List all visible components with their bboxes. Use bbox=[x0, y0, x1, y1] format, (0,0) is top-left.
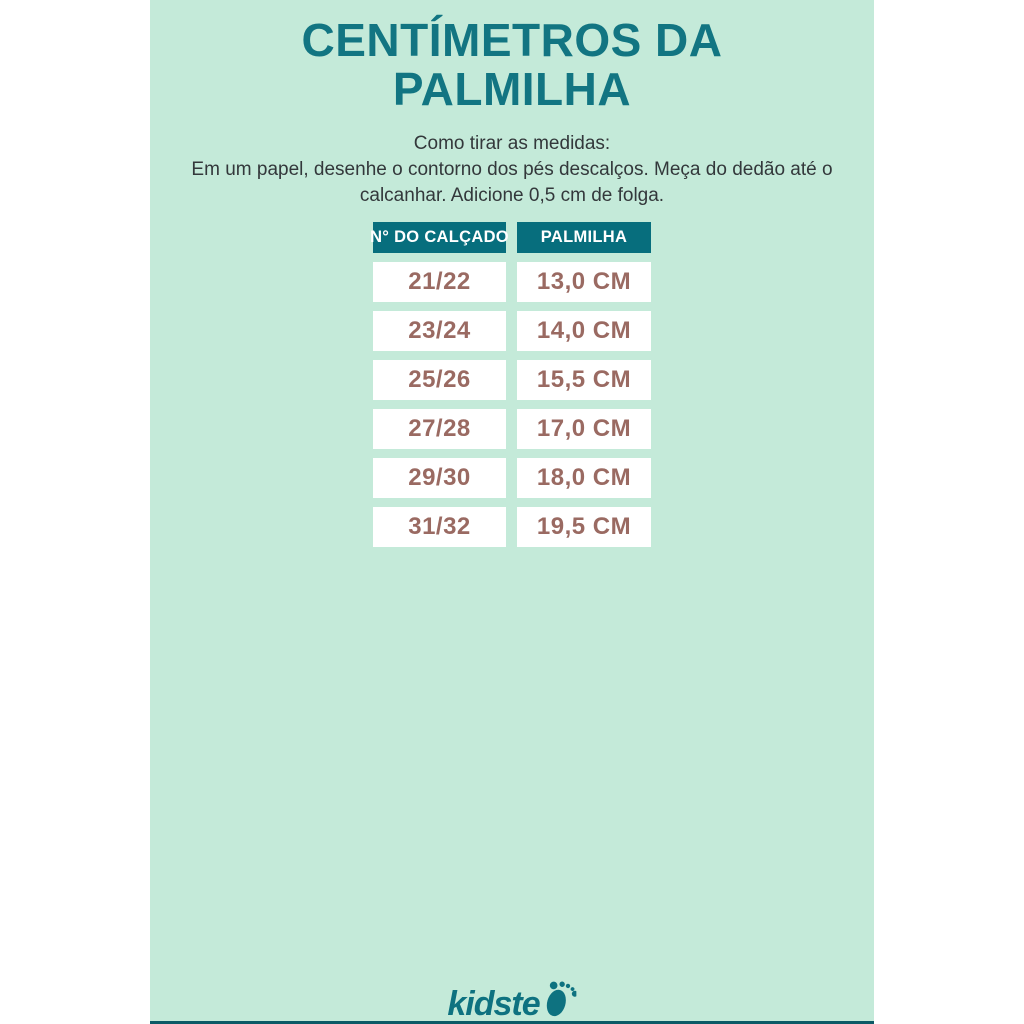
shoe-size-cell: 21/22 bbox=[373, 262, 506, 302]
size-table: N° DO CALÇADO PALMILHA 21/22 13,0 CM 23/… bbox=[370, 222, 651, 547]
instructions-line2: calcanhar. Adicione 0,5 cm de folga. bbox=[359, 185, 665, 207]
brand-logo: kidste Produtos Infantis bbox=[447, 979, 579, 1024]
shoe-size-cell: 31/32 bbox=[373, 507, 506, 547]
shoe-size-cell: 27/28 bbox=[373, 409, 506, 449]
instructions-block: Como tirar as medidas: Em um papel, dese… bbox=[157, 131, 867, 210]
insole-cell: 19,5 CM bbox=[517, 507, 651, 547]
insole-cell: 17,0 CM bbox=[517, 409, 651, 449]
insole-cell: 18,0 CM bbox=[517, 458, 651, 498]
shoe-size-cell: 25/26 bbox=[373, 360, 506, 400]
page-title-line1: CENTÍMETROS DA bbox=[301, 14, 723, 66]
insole-cell: 13,0 CM bbox=[517, 262, 651, 302]
mint-panel: CENTÍMETROS DA PALMILHA Como tirar as me… bbox=[150, 0, 874, 1024]
page-title-line2: PALMILHA bbox=[392, 62, 632, 115]
shoe-size-cell: 29/30 bbox=[373, 458, 506, 498]
footprint-icon bbox=[541, 979, 579, 1023]
instructions-line1: Em um papel, desenhe o contorno dos pés … bbox=[191, 159, 833, 181]
brand-name: kidste bbox=[447, 985, 540, 1023]
column-header-insole: PALMILHA bbox=[517, 222, 651, 253]
instructions-heading: Como tirar as medidas: bbox=[413, 133, 611, 154]
insole-cell: 15,5 CM bbox=[517, 360, 651, 400]
page-title: CENTÍMETROS DA PALMILHA bbox=[150, 16, 874, 114]
insole-cell: 14,0 CM bbox=[517, 311, 651, 351]
bottom-edge-line bbox=[150, 1021, 874, 1024]
shoe-size-cell: 23/24 bbox=[373, 311, 506, 351]
column-header-shoe-size: N° DO CALÇADO bbox=[370, 222, 509, 253]
